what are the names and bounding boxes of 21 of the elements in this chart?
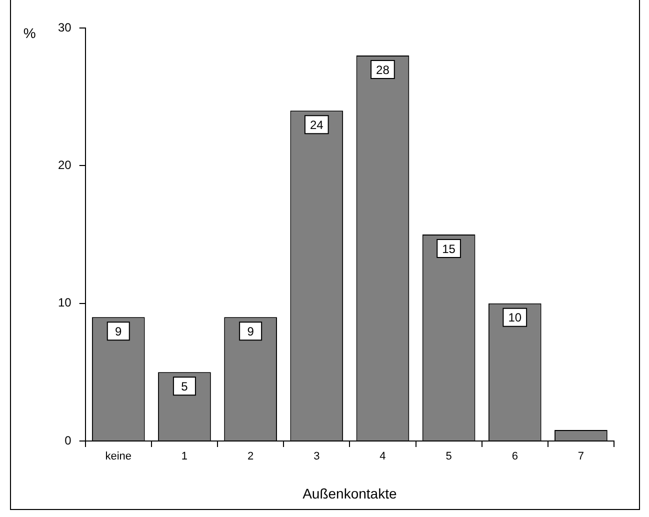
y-axis-title: % — [23, 24, 36, 41]
x-axis-title: Außenkontakte — [302, 485, 397, 502]
y-tick-label: 10 — [58, 296, 72, 310]
x-tick-label: 2 — [247, 450, 254, 463]
data-label: 9 — [247, 324, 254, 338]
x-tick-label: 5 — [446, 450, 452, 463]
data-label: 28 — [376, 62, 390, 77]
data-label: 24 — [310, 118, 324, 132]
x-tick-label: 7 — [578, 450, 584, 463]
y-tick-label: 20 — [58, 158, 72, 172]
x-tick-label: 4 — [380, 450, 386, 463]
x-tick-label: 1 — [181, 450, 188, 463]
data-label: 9 — [115, 324, 122, 338]
x-tick-label: keine — [105, 450, 132, 463]
data-label: 15 — [442, 242, 456, 256]
y-tick-label: 30 — [58, 20, 72, 34]
data-label: 5 — [181, 379, 188, 394]
y-tick-label: 0 — [64, 433, 72, 448]
data-label: 10 — [508, 310, 522, 325]
x-tick-label: 3 — [314, 450, 320, 463]
x-tick-label: 6 — [512, 450, 518, 463]
